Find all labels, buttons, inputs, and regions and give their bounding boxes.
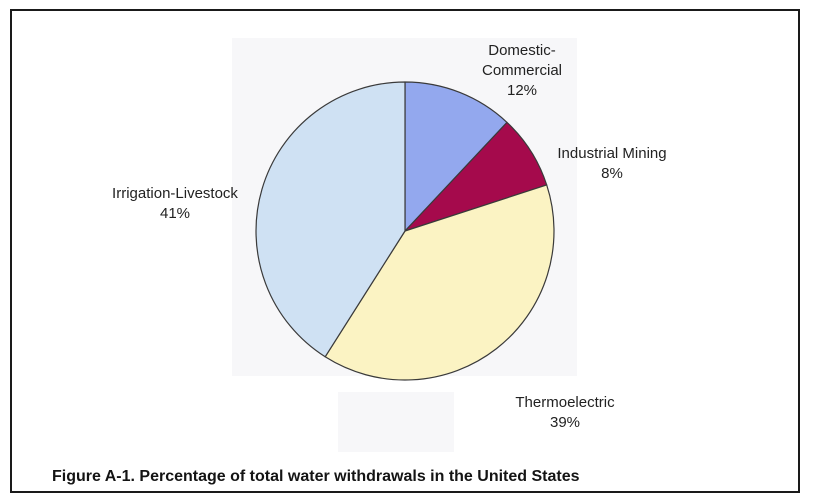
pie-labels: Domestic-Commercial 12% Industrial Mining 8… [112,42,667,431]
pie-slice-domestic-commercial [404,81,508,232]
pie-slice-thermoelectric [324,184,555,381]
figure-caption: Figure A-1. Percentage of total water wi… [52,468,580,485]
slice-label-irrigation-livestock: Irrigation-Livestock 41% [112,185,238,222]
slice-label-industrial-mining: Industrial Mining 8% [557,145,666,182]
pie-slice-irrigation-livestock [255,81,406,358]
background-panel-bottom [338,392,454,452]
slice-label-thermoelectric: Thermoelectric 39% [515,394,615,431]
pie-slices [255,81,555,381]
slice-label-domestic-commercial: Domestic-Commercial 12% [482,42,562,99]
